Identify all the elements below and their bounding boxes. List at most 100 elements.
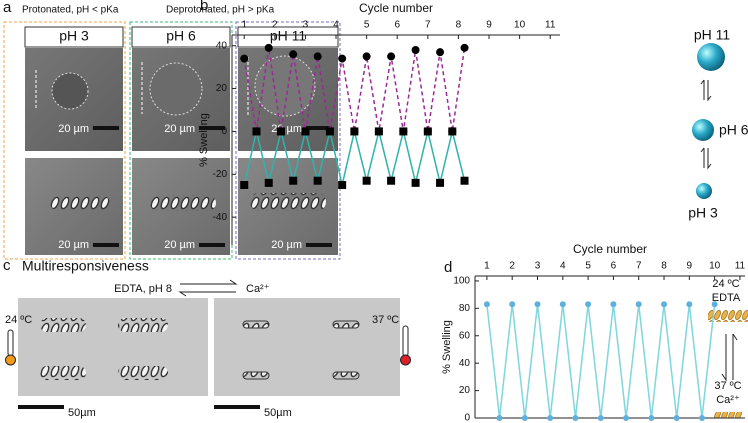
point (460, 43, 469, 52)
point (448, 127, 457, 136)
scale-label: 50µm (68, 407, 96, 419)
point (264, 43, 273, 52)
point (460, 176, 469, 185)
x-tick-label: 6 (394, 20, 400, 31)
point (411, 46, 420, 54)
point (635, 301, 642, 308)
x-tick-label: 2 (509, 261, 515, 272)
x-tick-label: 5 (585, 261, 591, 272)
y-tick-label: 0 (221, 126, 227, 137)
x-tick-label: 8 (661, 261, 667, 272)
x-tick-label: 1 (241, 20, 247, 31)
x-axis-title: Cycle number (573, 242, 647, 256)
panel-label: c (3, 257, 11, 274)
point (572, 415, 579, 421)
point (686, 301, 693, 308)
y-tick-label: 80 (459, 303, 471, 314)
x-tick-label: 3 (535, 261, 541, 272)
x-tick-label: 10 (709, 261, 721, 272)
point (585, 301, 592, 308)
point (240, 54, 249, 63)
x-tick-label: 7 (425, 20, 431, 31)
point (547, 415, 554, 421)
caption: Deprotonated, pH > pKa (166, 5, 275, 16)
panel-title: Multiresponsiveness (22, 258, 149, 274)
point (313, 52, 322, 61)
point (648, 415, 655, 421)
scale-label: 20 µm (164, 239, 195, 251)
scale-label: 50µm (264, 407, 292, 419)
point (597, 415, 604, 421)
point (483, 301, 490, 308)
annotation: 37 ºC (714, 380, 741, 392)
x-tick-label: 11 (545, 20, 556, 31)
point (276, 127, 285, 136)
y-axis-title: % Swelling (441, 320, 453, 374)
point (264, 178, 273, 187)
condition-label: Ca²⁺ (246, 283, 270, 295)
y-tick-label: 0 (464, 413, 470, 423)
x-tick-label: 6 (611, 261, 617, 272)
point (436, 178, 445, 187)
condition-label: EDTA, pH 8 (114, 283, 172, 295)
annotation: pH 6 (719, 122, 748, 138)
y-axis-title: % Swelling (198, 113, 210, 167)
point (362, 52, 371, 61)
temperature-label: 37 ºC (372, 314, 399, 326)
point (610, 301, 617, 308)
point (362, 176, 371, 185)
point (661, 301, 668, 308)
annotation: pH 11 (694, 27, 731, 43)
point (673, 415, 680, 421)
point (313, 176, 322, 185)
panel-c-images (5, 279, 411, 409)
point (325, 127, 334, 136)
scale-label: 20 µm (58, 123, 89, 135)
y-tick-label: -20 (213, 169, 228, 180)
y-tick-label: 40 (216, 40, 228, 51)
point (534, 301, 541, 308)
x-axis-title: Cycle number (359, 1, 433, 15)
point (252, 127, 261, 136)
scale-label: 20 µm (271, 239, 302, 251)
x-tick-label: 11 (735, 261, 746, 272)
chart-decorations (692, 43, 748, 418)
y-tick-label: 40 (459, 358, 471, 369)
image-title: pH 3 (59, 28, 89, 44)
x-tick-label: 9 (687, 261, 693, 272)
point (411, 178, 420, 187)
point (338, 181, 347, 189)
y-tick-label: 60 (459, 330, 471, 341)
x-tick-label: 1 (484, 261, 490, 272)
point (350, 127, 359, 136)
panel-label: d (444, 259, 452, 276)
x-tick-label: 2 (272, 20, 278, 31)
point (338, 54, 347, 63)
x-tick-label: 7 (636, 261, 642, 272)
x-tick-label: 4 (560, 261, 566, 272)
point (436, 48, 445, 57)
point (509, 301, 516, 308)
point (387, 176, 396, 185)
point (387, 52, 396, 61)
x-tick-label: 8 (456, 20, 462, 31)
x-tick-label: 3 (303, 20, 309, 31)
scale-label: 20 µm (164, 123, 195, 135)
point (301, 127, 310, 136)
point (289, 176, 298, 185)
y-tick-label: 20 (216, 83, 228, 94)
point (698, 415, 705, 421)
y-tick-label: 20 (459, 385, 471, 396)
annotation: pH 3 (688, 205, 718, 221)
scale-label: 20 µm (58, 239, 89, 251)
point (623, 415, 630, 421)
point (374, 127, 383, 136)
x-tick-label: 10 (514, 20, 526, 31)
point (496, 415, 503, 421)
point (559, 301, 566, 308)
point (423, 127, 432, 136)
y-tick-label: 100 (453, 276, 470, 287)
image-title: pH 11 (270, 28, 307, 44)
point (399, 127, 408, 136)
